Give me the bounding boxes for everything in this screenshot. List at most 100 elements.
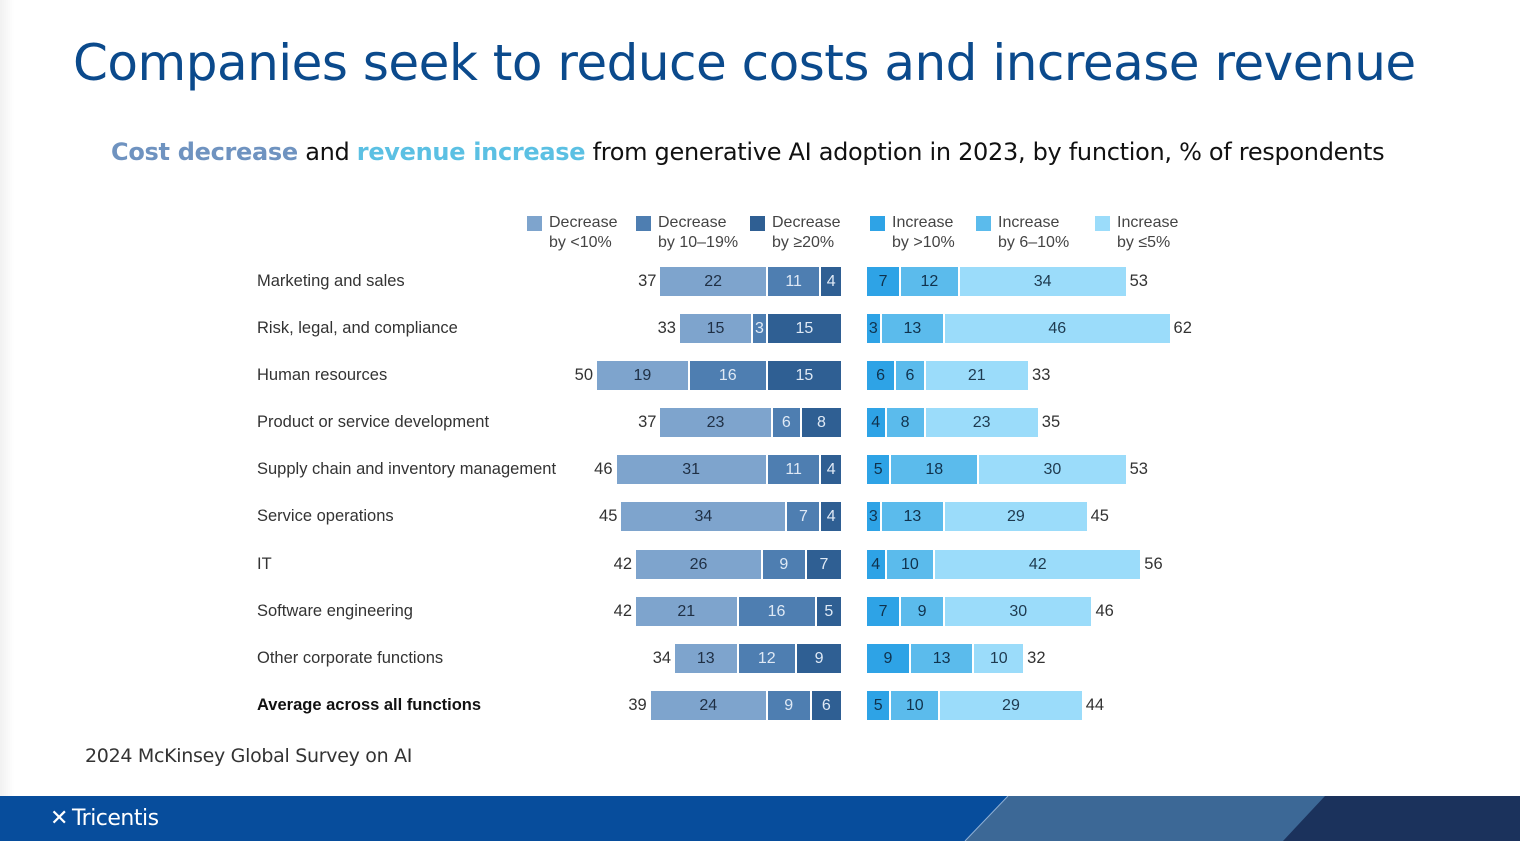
slide-title: Companies seek to reduce costs and incre… <box>73 34 1416 92</box>
cost-total-label: 42 <box>613 602 633 620</box>
cost-total-label: 46 <box>594 460 613 478</box>
cost-bar-segment: 26 <box>636 550 763 579</box>
revenue-total-label: 35 <box>1041 413 1061 431</box>
revenue-total-label: 56 <box>1144 555 1163 573</box>
legend-label-line2: by ≤5% <box>1117 234 1171 251</box>
revenue-bar-segment: 6 <box>867 361 897 390</box>
footer-bar: ✕ Tricentis <box>0 796 1520 841</box>
category-label: Average across all functions <box>257 696 482 714</box>
revenue-bar-segment: 23 <box>925 408 1038 437</box>
revenue-total-label: 33 <box>1032 366 1051 384</box>
legend-label-line1: Decrease <box>658 214 727 231</box>
revenue-bar-segment: 34 <box>959 267 1126 296</box>
cost-total-label: 39 <box>628 696 647 714</box>
cost-total-label: 37 <box>638 272 657 290</box>
revenue-bar-segment: 7 <box>867 267 902 296</box>
legend-swatch <box>870 216 885 231</box>
revenue-total-label: 53 <box>1129 460 1148 478</box>
cost-total-label: 37 <box>638 413 657 431</box>
revenue-bar-segment: 5 <box>867 691 892 720</box>
revenue-total-label: 46 <box>1095 602 1114 620</box>
cost-bar-segment: 6 <box>772 408 802 437</box>
cost-bar-segment: 7 <box>787 502 822 531</box>
revenue-total-label: 53 <box>1129 272 1148 290</box>
footer-band-edge <box>964 796 1009 841</box>
cost-bar-segment: 24 <box>650 691 768 720</box>
revenue-bar-segment: 21 <box>925 361 1029 390</box>
cost-bar-segment: 12 <box>738 644 798 673</box>
revenue-bar-segment: 10 <box>886 550 936 579</box>
cost-bar-segment: 22 <box>660 267 768 296</box>
revenue-bar-segment: 18 <box>891 455 980 484</box>
revenue-bar-segment: 4 <box>867 550 887 579</box>
revenue-bar-segment: 13 <box>881 502 946 531</box>
legend-label-line1: Decrease <box>549 214 618 231</box>
cost-bar-segment: 5 <box>816 597 841 626</box>
category-label: Product or service development <box>257 413 490 431</box>
legend-label-line2: by <10% <box>549 234 612 251</box>
cost-bar-segment: 15 <box>767 314 841 343</box>
legend-swatch <box>976 216 991 231</box>
category-label: Supply chain and inventory management <box>257 460 557 478</box>
chart-subtitle: Cost decrease and revenue increase from … <box>111 138 1385 166</box>
cost-bar-segment: 13 <box>675 644 739 673</box>
category-label: Risk, legal, and compliance <box>257 319 458 337</box>
revenue-total-label: 45 <box>1090 507 1109 525</box>
cost-bar-segment: 11 <box>767 455 822 484</box>
category-label: Other corporate functions <box>257 649 444 667</box>
tricentis-x-icon: ✕ <box>50 806 68 831</box>
revenue-bar-segment: 29 <box>945 502 1087 531</box>
revenue-bar-segment: 8 <box>886 408 926 437</box>
revenue-bar-segment: 12 <box>901 267 960 296</box>
footer-band-dark <box>1283 796 1520 841</box>
revenue-bar-segment: 3 <box>867 314 882 343</box>
cost-bar-segment: 6 <box>811 691 841 720</box>
revenue-bar-segment: 13 <box>881 314 946 343</box>
legend-label-line2: by ≥20% <box>772 234 835 251</box>
legend-label-line1: Decrease <box>772 214 841 231</box>
cost-bar-segment: 8 <box>801 408 841 437</box>
legend-label-line2: by 6–10% <box>998 234 1070 251</box>
cost-bar-segment: 11 <box>767 267 822 296</box>
cost-bar-segment: 34 <box>621 502 788 531</box>
footer-decoration <box>964 796 1520 841</box>
cost-bar-segment: 9 <box>767 691 812 720</box>
category-label: Human resources <box>257 366 388 384</box>
legend-label-line2: by 10–19% <box>658 234 739 251</box>
revenue-total-label: 32 <box>1027 649 1046 667</box>
revenue-bar-segment: 5 <box>867 455 892 484</box>
legend-label-line1: Increase <box>892 214 954 231</box>
diverging-bar-chart: Marketing and sales 22 11 4 37 7 12 34 53 Risk, l… <box>257 267 1192 720</box>
revenue-bar-segment: 13 <box>910 644 975 673</box>
cost-bar-segment: 16 <box>738 597 817 626</box>
cost-total-label: 33 <box>657 319 676 337</box>
subtitle-cost-decrease: Cost decrease <box>111 138 298 166</box>
revenue-bar-segment: 30 <box>979 455 1126 484</box>
cost-total-label: 50 <box>574 366 593 384</box>
legend-swatch <box>527 216 542 231</box>
revenue-total-label: 62 <box>1173 319 1192 337</box>
legend-swatch <box>1095 216 1110 231</box>
legend-label-line1: Increase <box>998 214 1060 231</box>
cost-total-label: 42 <box>613 555 633 573</box>
category-label: Service operations <box>257 507 394 525</box>
revenue-bar-segment: 29 <box>940 691 1082 720</box>
category-label: IT <box>257 555 272 573</box>
cost-bar-segment: 4 <box>821 455 841 484</box>
legend-label-line2: by >10% <box>892 234 955 251</box>
revenue-bar-segment: 42 <box>935 550 1141 579</box>
revenue-bar-segment: 46 <box>945 314 1170 343</box>
cost-bar-segment: 7 <box>806 550 841 579</box>
cost-total-label: 45 <box>599 507 618 525</box>
source-note: 2024 McKinsey Global Survey on AI <box>85 745 413 767</box>
cost-bar-segment: 31 <box>616 455 768 484</box>
revenue-bar-segment: 10 <box>891 691 941 720</box>
cost-bar-segment: 4 <box>821 502 841 531</box>
cost-bar-segment: 4 <box>821 267 841 296</box>
tricentis-logo: ✕ Tricentis <box>50 806 159 831</box>
revenue-bar-segment: 3 <box>867 502 882 531</box>
cost-bar-segment: 3 <box>753 314 768 343</box>
revenue-bar-segment: 9 <box>901 597 946 626</box>
tricentis-logo-text: Tricentis <box>71 806 159 831</box>
legend-label-line1: Increase <box>1117 214 1179 231</box>
